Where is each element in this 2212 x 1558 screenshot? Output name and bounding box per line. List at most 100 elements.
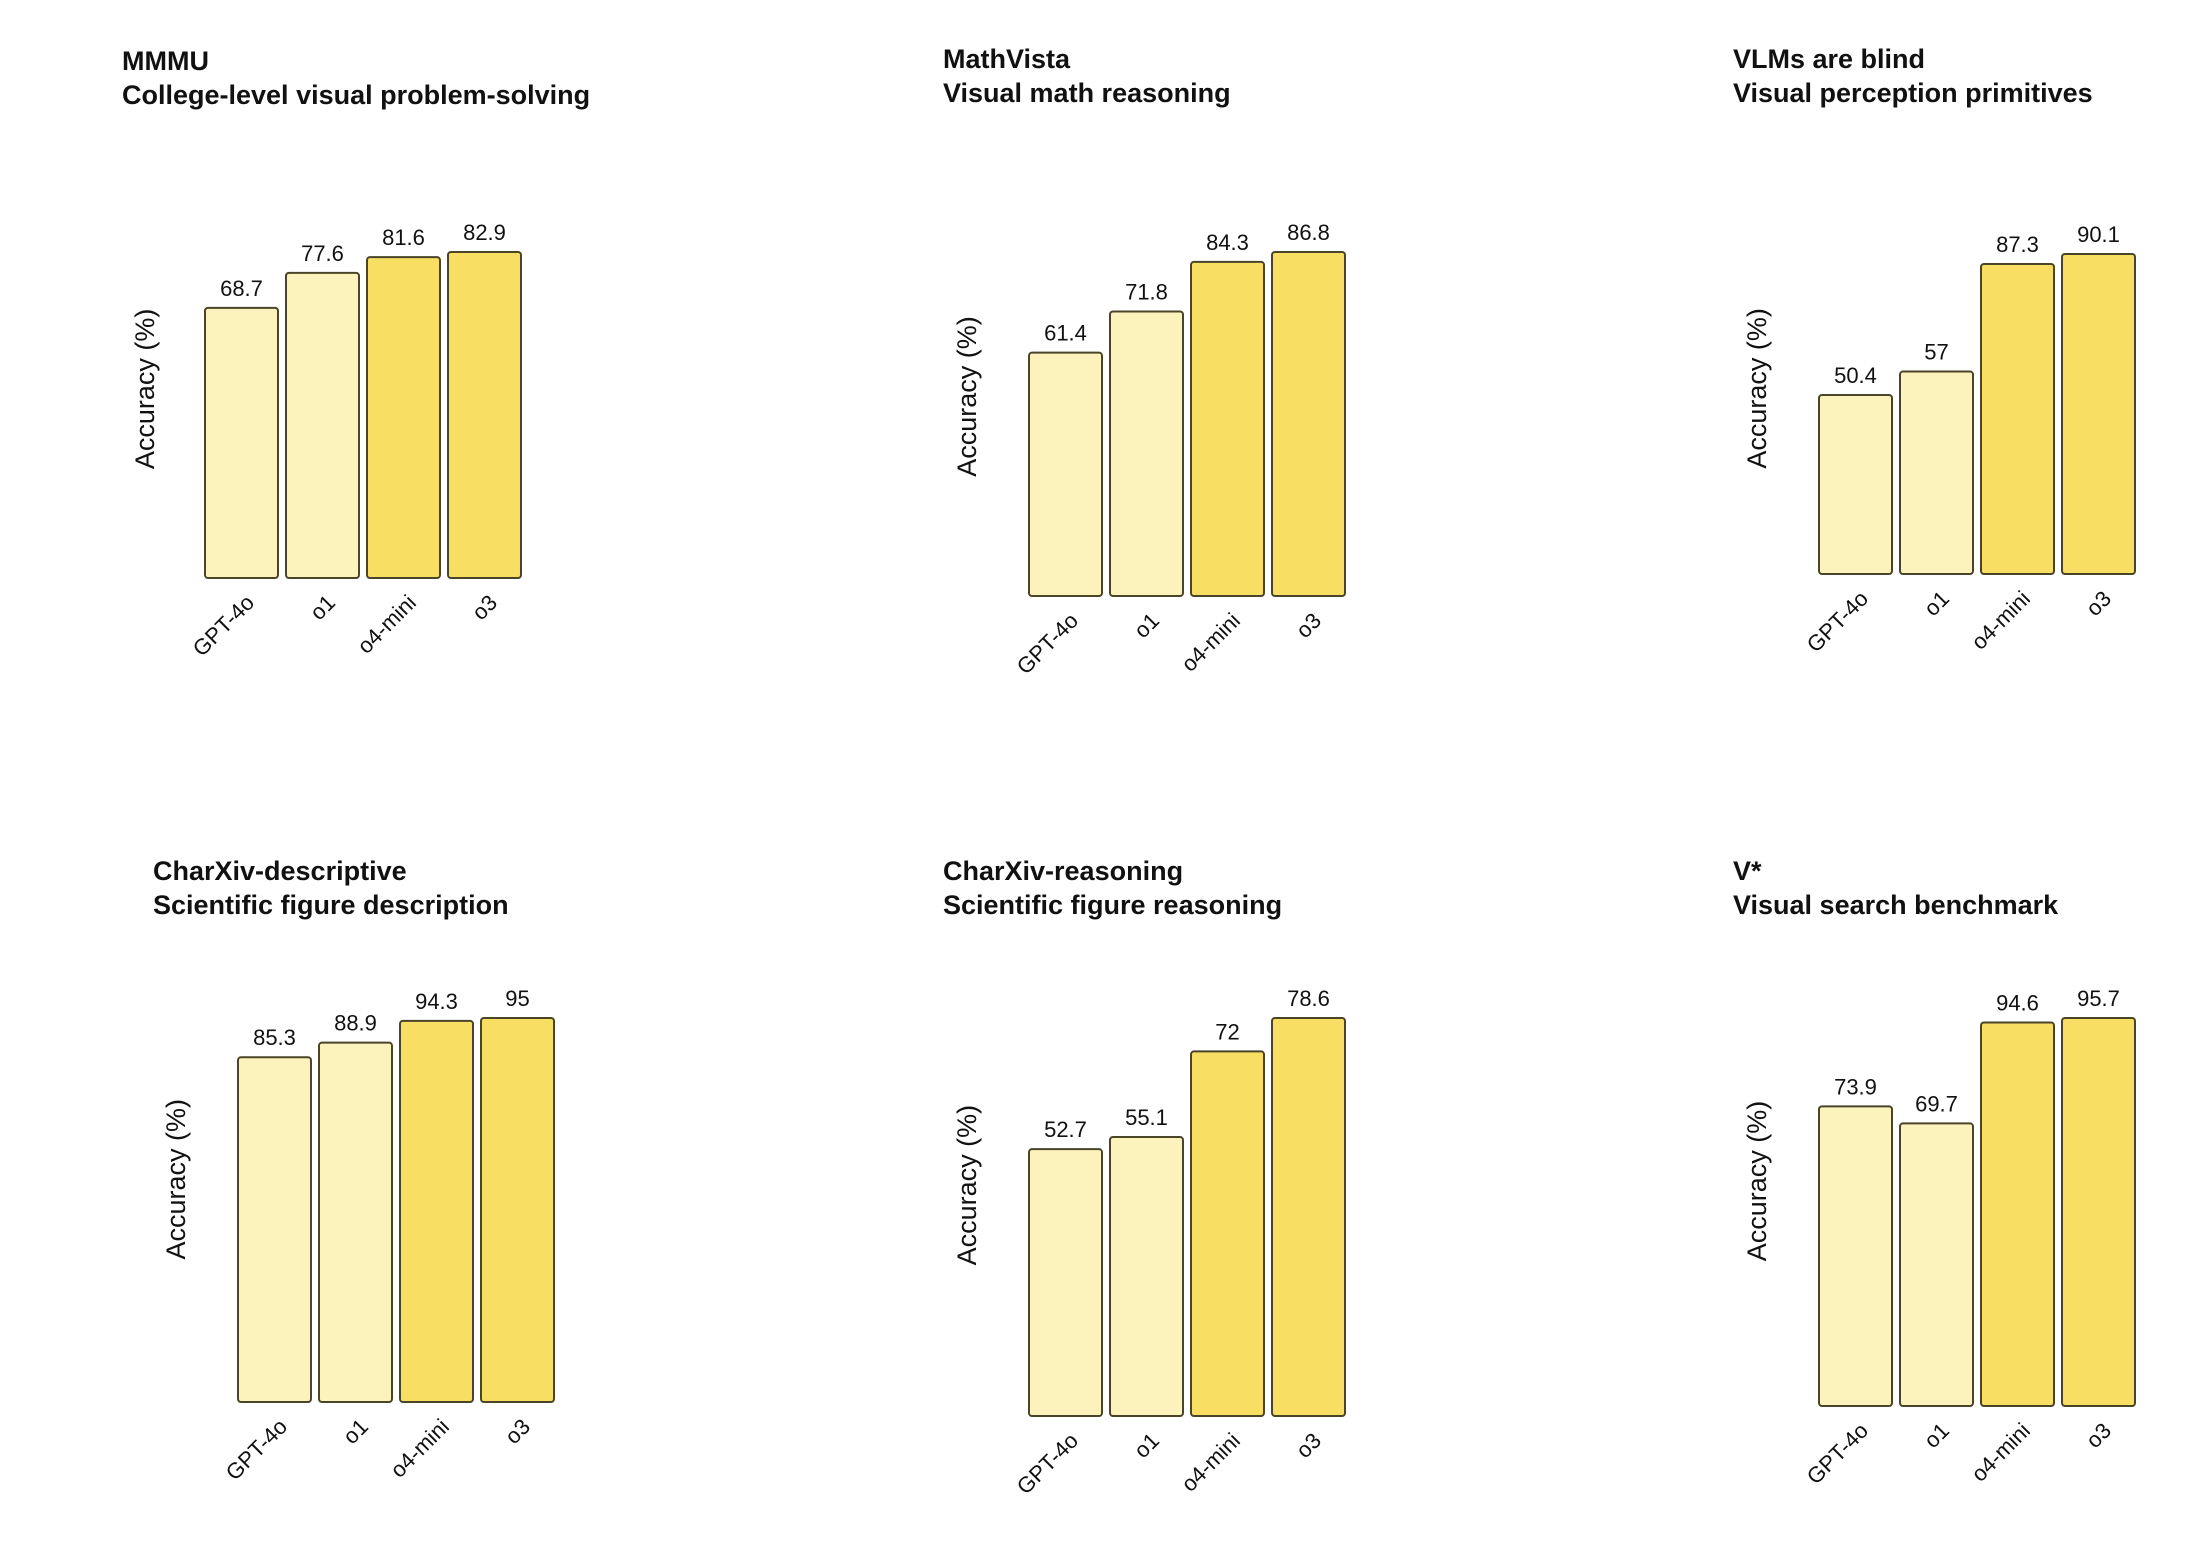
bar-o4-mini: [1190, 1050, 1265, 1417]
data-label: 88.9: [334, 1011, 377, 1036]
data-label: 86.8: [1287, 220, 1330, 245]
x-tick-label: GPT-4o: [1802, 586, 1873, 657]
x-tick-label: o1: [338, 1414, 373, 1449]
x-tick-label: o1: [1129, 608, 1164, 643]
bar-o1: [1899, 370, 1974, 575]
data-label: 61.4: [1044, 321, 1087, 346]
x-tick-label: o3: [1291, 608, 1326, 643]
bar-chart-mmmu: Accuracy (%) 68.7 GPT-4o 77.6 o1 81.6 o4-mini 8…: [130, 220, 522, 661]
chart-panel-mathvista: MathVista Visual math reasoning Accuracy…: [943, 46, 1643, 746]
chart-subtitle: Visual search benchmark: [1733, 890, 2059, 920]
y-axis-label: Accuracy (%): [952, 316, 982, 477]
y-axis-label: Accuracy (%): [1742, 1101, 1772, 1262]
x-tick-label: o1: [1919, 1418, 1954, 1453]
data-label: 81.6: [382, 225, 425, 250]
chart-subtitle: Visual perception primitives: [1733, 78, 2093, 108]
data-label: 95: [505, 986, 529, 1011]
data-label: 77.6: [301, 241, 344, 266]
data-label: 90.1: [2077, 222, 2120, 247]
chart-panel-mmmu: MMMU College-level visual problem-solvin…: [122, 48, 822, 748]
chart-title: CharXiv-descriptive: [153, 856, 407, 886]
bar-o1: [1899, 1122, 1974, 1407]
x-tick-label: o3: [500, 1414, 535, 1449]
chart-panel-charxiv-descriptive: CharXiv-descriptive Scientific figure de…: [153, 858, 853, 1558]
data-label: 69.7: [1915, 1091, 1958, 1116]
chart-panel-charxiv-reasoning: CharXiv-reasoning Scientific figure reas…: [943, 858, 1643, 1558]
bar-gpt-4o: [1818, 393, 1893, 576]
bar-o3: [447, 251, 522, 579]
x-tick-label: GPT-4o: [188, 590, 259, 661]
bar-gpt-4o: [1028, 351, 1103, 598]
x-tick-label: o4-mini: [1966, 1418, 2035, 1487]
x-tick-label: o3: [467, 590, 502, 625]
data-label: 55.1: [1125, 1105, 1168, 1130]
bar-o3: [1271, 251, 1346, 597]
data-label: 82.9: [463, 220, 506, 245]
x-tick-label: o3: [2081, 586, 2116, 621]
data-label: 71.8: [1125, 279, 1168, 304]
bar-chart-charxiv-descriptive: Accuracy (%) 85.3 GPT-4o 88.9 o1 94.3 o4-mini 9…: [161, 986, 555, 1485]
chart-subtitle: College-level visual problem-solving: [122, 80, 591, 110]
bar-gpt-4o: [1818, 1105, 1893, 1408]
chart-subtitle: Visual math reasoning: [943, 78, 1231, 108]
bar-chart-mathvista: Accuracy (%) 61.4 GPT-4o 71.8 o1 84.3 o4-mini 8…: [952, 220, 1346, 679]
data-label: 52.7: [1044, 1117, 1087, 1142]
data-label: 72: [1215, 1019, 1239, 1044]
y-axis-label: Accuracy (%): [1742, 308, 1772, 469]
data-label: 87.3: [1996, 232, 2039, 257]
data-label: 50.4: [1834, 363, 1877, 388]
bar-o3: [1271, 1017, 1346, 1417]
data-label: 57: [1924, 340, 1948, 365]
bar-o1: [318, 1041, 393, 1404]
x-tick-label: GPT-4o: [1012, 608, 1083, 679]
chart-panel-v-star: V* Visual search benchmark Accuracy (%) 7…: [1733, 858, 2212, 1558]
chart-title: VLMs are blind: [1733, 44, 1926, 74]
bar-o4-mini: [399, 1019, 474, 1403]
bar-o3: [2061, 253, 2136, 575]
data-label: 85.3: [253, 1025, 296, 1050]
bar-chart-charxiv-reasoning: Accuracy (%) 52.7 GPT-4o 55.1 o1 72 o4-mini 78.…: [952, 986, 1346, 1499]
y-axis-label: Accuracy (%): [952, 1105, 982, 1266]
x-tick-label: o4-mini: [1966, 586, 2035, 655]
x-tick-label: o1: [1129, 1428, 1164, 1463]
x-tick-label: o4-mini: [385, 1414, 454, 1483]
bar-o4-mini: [1980, 262, 2055, 575]
y-axis-label: Accuracy (%): [130, 309, 160, 470]
data-label: 95.7: [2077, 986, 2120, 1011]
chart-subtitle: Scientific figure description: [153, 890, 509, 920]
x-tick-label: o4-mini: [1176, 608, 1245, 677]
bar-o1: [285, 271, 360, 579]
chart-title: V*: [1733, 856, 1762, 886]
bar-gpt-4o: [237, 1056, 312, 1403]
y-axis-label: Accuracy (%): [161, 1099, 191, 1260]
bar-o4-mini: [366, 256, 441, 579]
bar-o3: [2061, 1017, 2136, 1407]
data-label: 94.3: [415, 989, 458, 1014]
data-label: 78.6: [1287, 986, 1330, 1011]
chart-title: MMMU: [122, 46, 209, 76]
bar-o1: [1109, 310, 1184, 597]
bar-o3: [480, 1017, 555, 1403]
chart-title: CharXiv-reasoning: [943, 856, 1184, 886]
bar-o4-mini: [1190, 260, 1265, 597]
x-tick-label: o3: [2081, 1418, 2116, 1453]
data-label: 73.9: [1834, 1074, 1877, 1099]
bar-gpt-4o: [204, 306, 279, 579]
data-label: 68.7: [220, 276, 263, 301]
x-tick-label: o1: [305, 590, 340, 625]
x-tick-label: GPT-4o: [1802, 1418, 1873, 1489]
x-tick-label: o3: [1291, 1428, 1326, 1463]
x-tick-label: o4-mini: [352, 590, 421, 659]
bar-o4-mini: [1980, 1021, 2055, 1407]
chart-title: MathVista: [943, 44, 1071, 74]
data-label: 84.3: [1206, 230, 1249, 255]
bar-chart-vlms-are-blind: Accuracy (%) 50.4 GPT-4o 57 o1 87.3 o4-mini 90.…: [1742, 222, 2136, 657]
bar-chart-v-star: Accuracy (%) 73.9 GPT-4o 69.7 o1 94.6 o4-mini 9…: [1742, 986, 2136, 1489]
chart-subtitle: Scientific figure reasoning: [943, 890, 1283, 920]
chart-panel-vlms-are-blind: VLMs are blind Visual perception primiti…: [1733, 46, 2212, 746]
bar-gpt-4o: [1028, 1148, 1103, 1417]
x-tick-label: GPT-4o: [221, 1414, 292, 1485]
x-tick-label: o1: [1919, 586, 1954, 621]
data-label: 94.6: [1996, 990, 2039, 1015]
x-tick-label: o4-mini: [1176, 1428, 1245, 1497]
